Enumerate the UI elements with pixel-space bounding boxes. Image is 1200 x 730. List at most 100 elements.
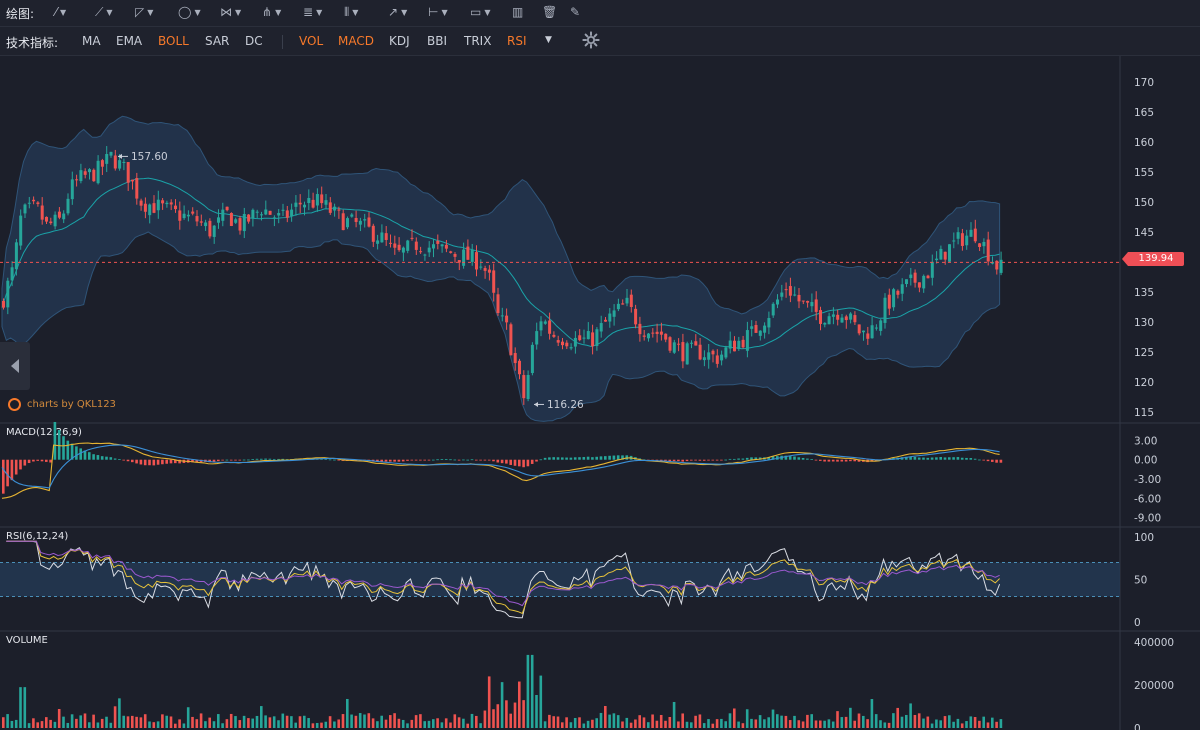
indicator-ma[interactable]: MA [82,34,101,48]
vertical-lines-tool-button[interactable]: ⦀ ▼ [344,3,358,21]
volume-bar [247,718,250,728]
trash-tool-button[interactable]: 🗑 [542,3,557,21]
brush-tool-button[interactable]: ✎ [570,3,580,21]
volume-bar [221,723,224,728]
macd-bar [36,459,39,461]
volume-bar [350,714,353,728]
candle-body [199,221,203,223]
volume-bar [406,723,409,728]
candle-body [410,237,414,239]
indicator-bbi[interactable]: BBI [427,34,448,48]
volume-bar [741,723,745,728]
candle-body [341,213,345,231]
indicator-trix[interactable]: TRIX [464,34,492,48]
volume-bar [530,654,534,728]
candle-body [118,160,122,169]
macd-bar [509,459,512,465]
macd-bar [277,458,280,460]
volume-bar [126,716,130,728]
candle-body [948,244,951,262]
candle-body [926,275,930,279]
volume-bar [186,707,190,728]
brush-icon: ✎ [570,5,581,19]
volume-bar [733,708,736,728]
volume-bar [169,716,173,728]
indicator-boll[interactable]: BOLL [158,34,189,48]
candle-body [801,300,805,302]
macd-bar [518,459,521,467]
indicator-ema[interactable]: EMA [116,34,143,48]
candle-body [853,315,857,323]
macd-bar [711,459,715,461]
volume-bar [831,721,835,728]
macd-bar [965,457,968,460]
volume-bar [255,715,259,728]
triangle-tool-button[interactable]: ◸ ▼ [135,3,153,21]
candle-body [728,340,732,349]
indicator-macd[interactable]: MACD [338,34,374,48]
macd-bar [449,459,452,461]
more-indicators-caret-icon[interactable]: ▼ [545,35,552,45]
macd-bar [191,459,194,463]
candle-body [229,212,233,226]
macd-bar [664,459,667,461]
indicator-vol[interactable]: VOL [299,34,324,48]
volume-bar [797,720,801,728]
macd-bar [260,458,263,460]
macd-tick-label: -3.00 [1134,474,1161,486]
collapse-panel-button[interactable] [0,342,30,390]
range-tool-button[interactable]: ⊢ ▼ [428,3,448,21]
volume-bar [986,722,990,728]
volume-bar [887,722,891,728]
volume-bar [672,701,676,728]
macd-bar [857,459,861,462]
indicator-rsi[interactable]: RSI [507,34,527,48]
macd-bar [677,459,680,462]
macd-bar [152,459,156,466]
macd-bar [470,459,474,461]
gear-icon[interactable] [582,31,600,49]
rsi-6-line [6,540,1001,619]
volume-bar [397,718,401,728]
volume-bar [49,719,52,728]
chart-canvas[interactable]: 157.60116.261701651601551501451401351301… [0,56,1200,730]
bars-tool-button[interactable]: ▥ [512,3,523,21]
comment-tool-button[interactable]: ▭ ▼ [470,3,491,21]
macd-bar [57,429,61,460]
candle-body [586,331,590,340]
volume-bar [363,714,366,728]
fibonacci-tool-button[interactable]: ≣ ▼ [303,3,322,21]
volume-bar [135,716,138,728]
macd-bar [380,459,383,462]
fork-tool-button[interactable]: ⋈ ▼ [220,3,241,21]
circle-tool-button[interactable]: ◯ ▼ [178,3,201,21]
volume-bar [526,654,530,728]
volume-bar [311,723,315,728]
pitchfork-tool-button[interactable]: ⋔ ▼ [262,3,281,21]
volume-bar [939,720,942,728]
candle-body [965,235,969,246]
ray-tool-button[interactable]: ⟋ ▼ [95,3,113,21]
volume-bar [608,714,611,728]
macd-bar [690,459,693,461]
volume-bar [238,720,242,728]
volume-bar [320,722,323,728]
candle-body [552,334,556,337]
indicator-sar[interactable]: SAR [205,34,230,48]
candle-body [866,333,870,339]
arrow-tool-button[interactable]: ↗ ▼ [388,3,407,21]
macd-bar [83,450,87,460]
volume-bar [281,713,285,728]
volume-bar [32,718,35,728]
indicator-kdj[interactable]: KDJ [389,34,410,48]
line-tool-button[interactable]: ⁄ ▼ [55,3,66,21]
candle-body [741,339,745,348]
indicator-dc[interactable]: DC [245,34,263,48]
macd-bar [247,459,250,461]
y-tick-label: 130 [1134,317,1154,329]
volume-bar [892,713,895,728]
candle-body [36,202,40,205]
macd-bar [548,457,551,460]
macd-bar [935,457,938,460]
candle-body [131,179,134,182]
